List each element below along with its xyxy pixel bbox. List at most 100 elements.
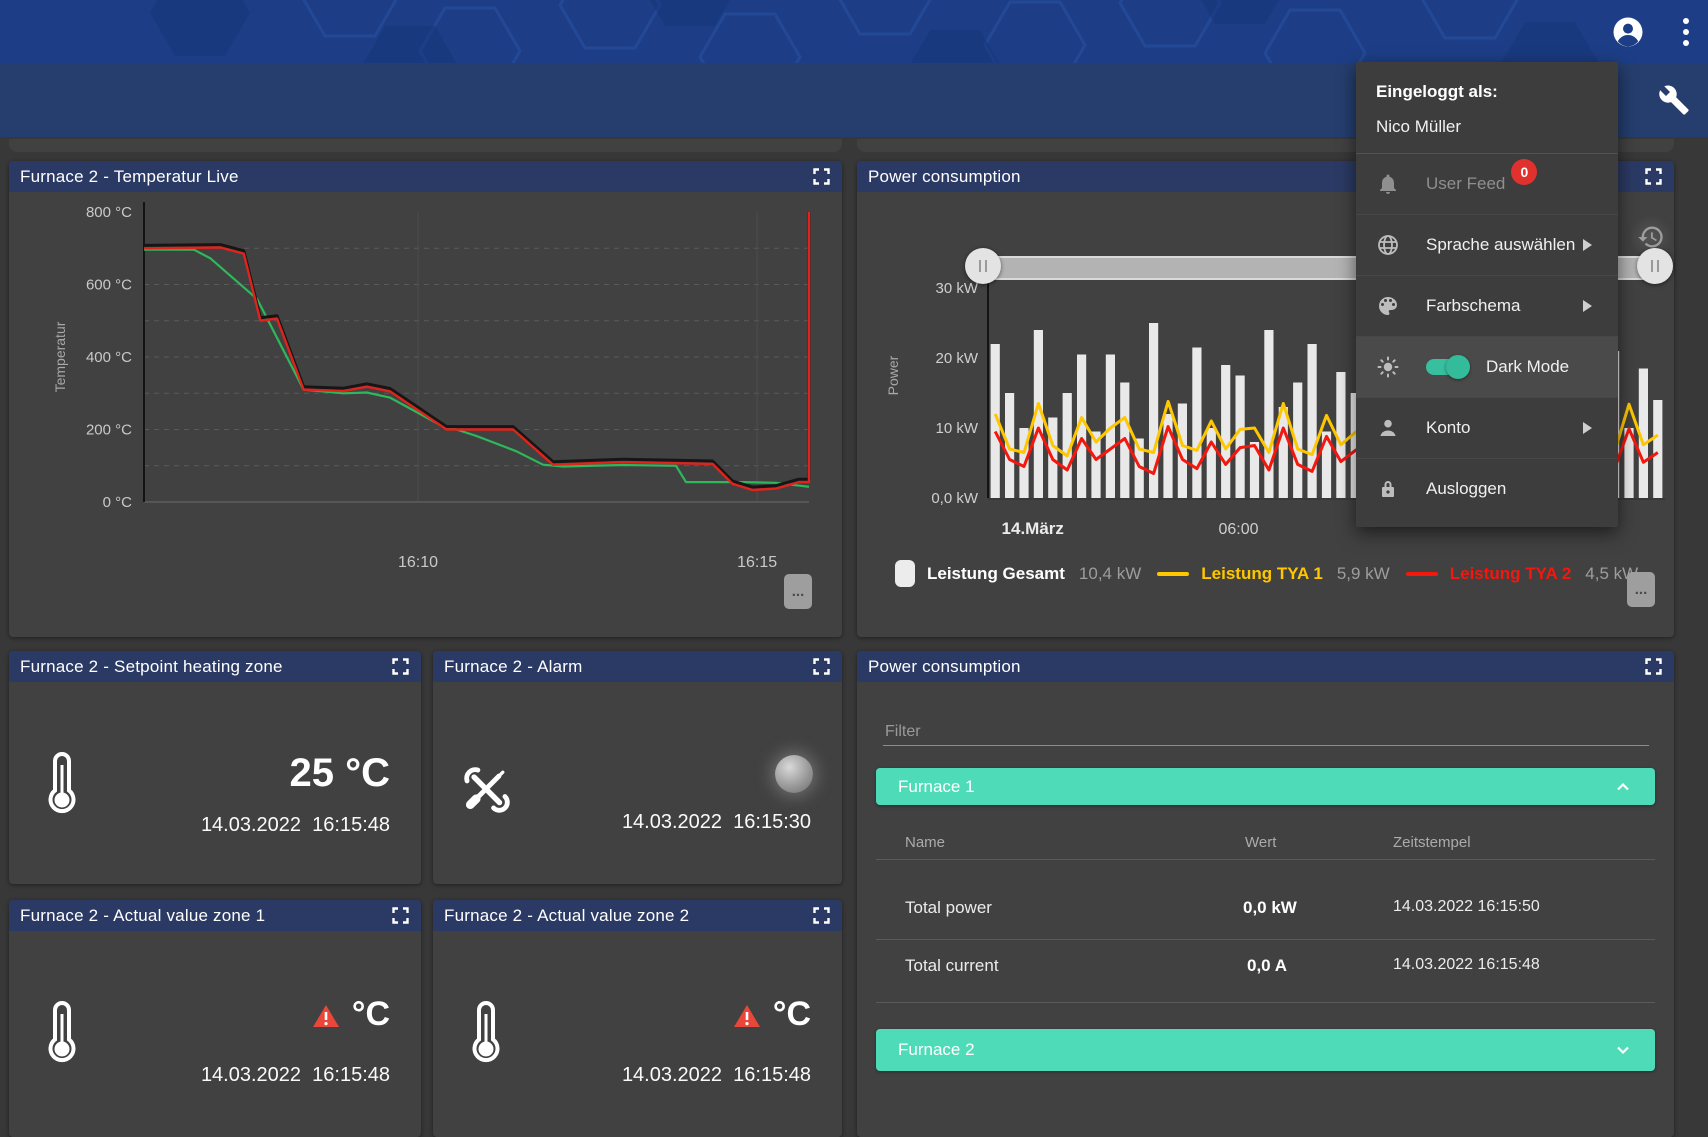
divider <box>876 939 1655 940</box>
legend-label: Leistung TYA 1 <box>1201 563 1323 583</box>
svg-text:800 °C: 800 °C <box>86 204 132 221</box>
panel-title: Furnace 2 - Setpoint heating zone <box>20 656 283 676</box>
panel-title: Furnace 2 - Actual value zone 1 <box>20 905 266 925</box>
menu-item-label: Ausloggen <box>1426 479 1507 498</box>
cell-timestamp: 14.03.2022 16:15:48 <box>1393 956 1540 973</box>
group-header-furnace2[interactable]: Furnace 2 <box>876 1029 1655 1071</box>
legend-swatch-line-yellow <box>1157 571 1190 576</box>
warning-icon <box>313 1005 339 1027</box>
legend-label: Leistung Gesamt <box>927 563 1065 583</box>
alarm-timestamp: 14.03.2022 16:15:30 <box>621 811 811 833</box>
zone1-unit: °C <box>351 995 390 1033</box>
panel-power-table-header: Power consumption <box>857 651 1674 682</box>
slider-handle-right[interactable] <box>1637 248 1673 284</box>
col-header-wert: Wert <box>1245 834 1277 851</box>
divider <box>876 1002 1655 1003</box>
globe-icon <box>1378 235 1398 255</box>
wrench-icon[interactable] <box>1658 84 1690 116</box>
temperature-line-chart: 16:10 16:15 800 °C 600 °C 400 °C 200 °C 0 °C Te… <box>52 202 811 571</box>
panel-power-table: Power consumption Furnace 1 Name Wert Ze… <box>857 651 1674 1137</box>
svg-text:0 °C: 0 °C <box>103 494 133 511</box>
expand-icon[interactable] <box>391 657 410 676</box>
col-header-name: Name <box>905 834 946 851</box>
svg-text:200 °C: 200 °C <box>86 422 132 439</box>
legend-item-gesamt[interactable]: Leistung Gesamt 10,4 kW <box>895 560 1141 587</box>
panel-zone2-header: Furnace 2 - Actual value zone 2 <box>433 900 842 931</box>
menu-item-account[interactable]: Konto <box>1356 398 1618 459</box>
group-header-furnace1[interactable]: Furnace 1 <box>876 768 1655 805</box>
svg-text:06:00: 06:00 <box>1218 521 1258 538</box>
expand-icon[interactable] <box>812 906 831 925</box>
group-name: Furnace 1 <box>898 776 975 796</box>
legend-label: Leistung TYA 2 <box>1449 563 1572 583</box>
cell-name: Total power <box>905 898 992 917</box>
expand-icon[interactable] <box>1644 167 1663 186</box>
kebab-menu-icon[interactable] <box>1682 16 1690 48</box>
thermometer-icon <box>472 1000 500 1063</box>
slider-handle-left[interactable] <box>965 248 1001 284</box>
app-bar <box>0 0 1708 63</box>
alarm-lamp <box>775 755 813 793</box>
svg-text:600 °C: 600 °C <box>86 277 132 294</box>
svg-text:30 kW: 30 kW <box>935 280 978 297</box>
submenu-arrow-icon <box>1583 239 1598 251</box>
expand-icon[interactable] <box>812 167 831 186</box>
sun-icon <box>1377 356 1399 378</box>
menu-item-label: User Feed <box>1426 174 1506 193</box>
chart-more-button[interactable]: ... <box>784 574 812 609</box>
panel-title: Furnace 2 - Alarm <box>444 656 583 676</box>
panel-actual-zone2: Furnace 2 - Actual value zone 2 °C 14.03… <box>433 900 842 1137</box>
warning-icon <box>734 1005 760 1027</box>
menu-item-logout[interactable]: Ausloggen <box>1356 459 1618 519</box>
svg-text:14.März: 14.März <box>1002 519 1064 538</box>
svg-text:0,0 kW: 0,0 kW <box>931 490 979 507</box>
cell-value: 0,0 kW <box>1243 898 1297 917</box>
lock-icon <box>1382 481 1394 497</box>
menu-item-user-feed[interactable]: User Feed 0 <box>1356 154 1618 215</box>
bell-icon <box>1380 174 1396 194</box>
thermometer-icon <box>48 751 76 814</box>
legend-item-tya2[interactable]: Leistung TYA 2 4,5 kW <box>1405 563 1639 584</box>
legend-value: 4,5 kW <box>1585 563 1639 583</box>
person-icon <box>1380 419 1396 436</box>
panel-title: Power consumption <box>868 166 1021 186</box>
chevron-down-icon[interactable] <box>1613 1040 1633 1060</box>
legend-swatch-bar <box>895 560 915 587</box>
panel-title: Furnace 2 - Actual value zone 2 <box>444 905 690 925</box>
divider <box>1356 153 1618 154</box>
panel-zone1-header: Furnace 2 - Actual value zone 1 <box>9 900 421 931</box>
panel-temperature-live: Furnace 2 - Temperatur Live 16:10 16:15 80… <box>9 161 842 637</box>
expand-icon[interactable] <box>812 657 831 676</box>
cell-name: Total current <box>905 956 999 975</box>
chevron-up-icon[interactable] <box>1613 777 1633 797</box>
chart-more-button[interactable]: ... <box>1627 572 1655 607</box>
thermometer-icon <box>48 1000 76 1063</box>
panel-setpoint: Furnace 2 - Setpoint heating zone 25 °C … <box>9 651 421 884</box>
legend-value: 10,4 kW <box>1078 563 1142 583</box>
hexagon-pattern <box>150 0 1600 63</box>
menu-item-color-scheme[interactable]: Farbschema <box>1356 276 1618 337</box>
menu-item-label: Konto <box>1426 418 1471 437</box>
filter-input[interactable] <box>883 719 1649 746</box>
menu-item-label: Farbschema <box>1426 296 1521 315</box>
dark-mode-toggle[interactable] <box>1426 355 1470 379</box>
panel-title: Power consumption <box>868 656 1021 676</box>
logged-in-as-label: Eingeloggt als: <box>1376 82 1498 101</box>
svg-text:16:10: 16:10 <box>398 554 438 571</box>
expand-icon[interactable] <box>1644 657 1663 676</box>
menu-item-language[interactable]: Sprache auswählen <box>1356 215 1618 276</box>
menu-item-dark-mode[interactable]: Dark Mode <box>1356 337 1618 398</box>
setpoint-timestamp: 14.03.2022 16:15:48 <box>200 814 390 836</box>
col-header-zeitstempel: Zeitstempel <box>1393 834 1471 851</box>
zone2-timestamp: 14.03.2022 16:15:48 <box>621 1064 811 1086</box>
zone1-timestamp: 14.03.2022 16:15:48 <box>200 1064 390 1086</box>
expand-icon[interactable] <box>391 906 410 925</box>
zone2-unit: °C <box>772 995 811 1033</box>
account-icon[interactable] <box>1612 16 1644 48</box>
legend-item-tya1[interactable]: Leistung TYA 1 5,9 kW <box>1157 563 1390 584</box>
svg-text:10 kW: 10 kW <box>935 420 978 437</box>
panel-temperature-header: Furnace 2 - Temperatur Live <box>9 161 842 192</box>
user-menu: Eingeloggt als: Nico Müller User Feed 0 … <box>1356 62 1618 527</box>
svg-text:20 kW: 20 kW <box>935 350 978 367</box>
